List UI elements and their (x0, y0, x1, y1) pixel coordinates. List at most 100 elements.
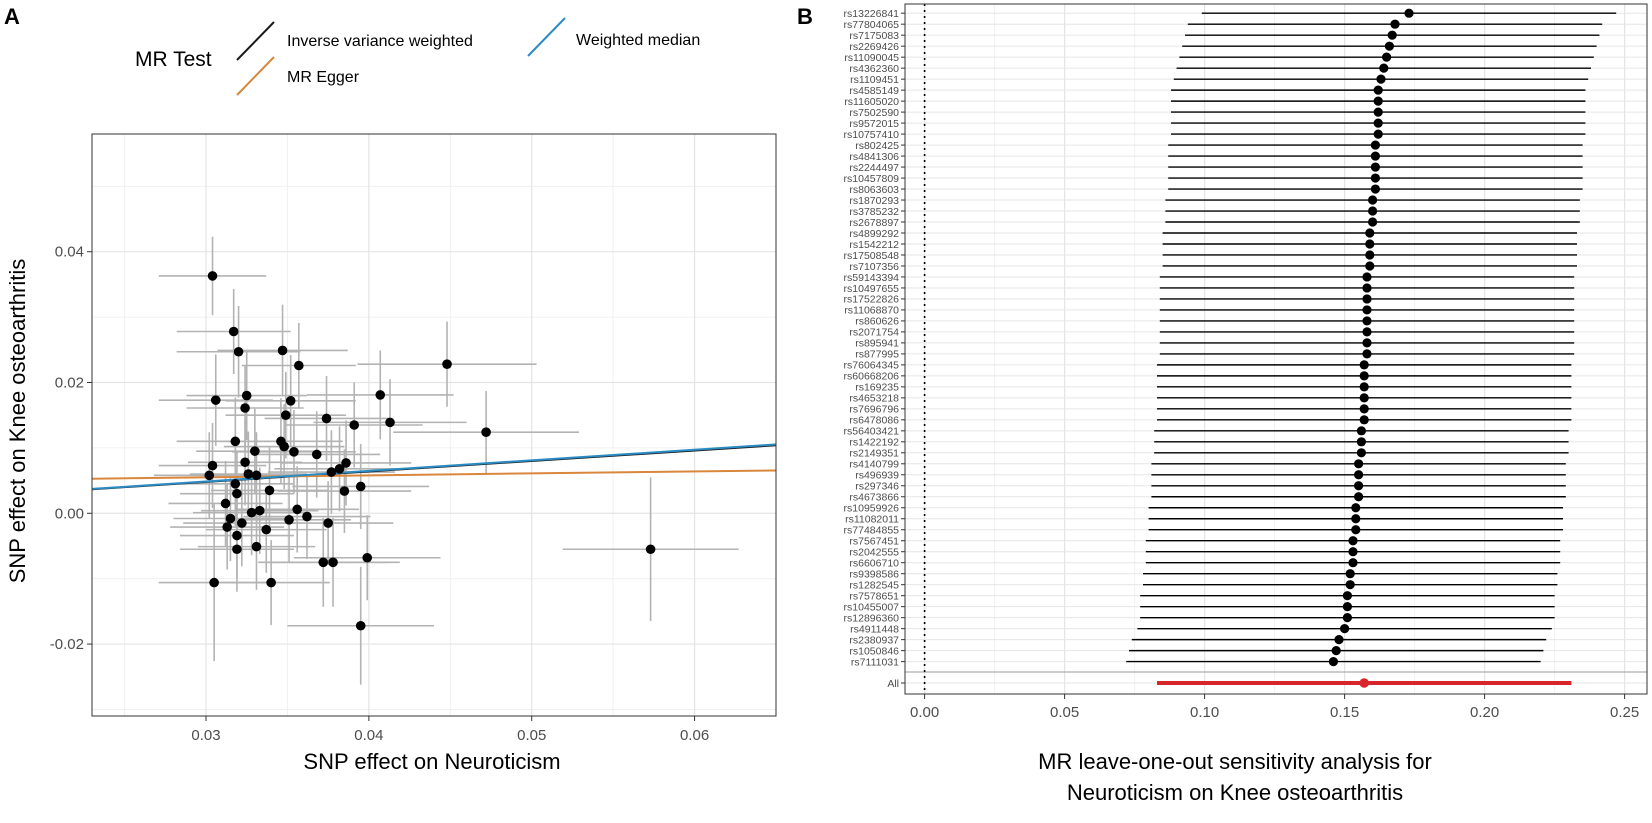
snp-label: rs10455007 (844, 601, 900, 613)
estimate-point (1370, 140, 1380, 150)
scatter-point (311, 449, 322, 460)
estimate-point (1342, 613, 1352, 623)
snp-label: rs2149351 (849, 448, 899, 460)
estimate-point (1345, 569, 1355, 579)
snp-label: rs1050846 (849, 645, 899, 657)
legend-key-ivw (236, 21, 275, 61)
estimate-point (1387, 30, 1397, 40)
estimate-point (1359, 415, 1369, 425)
snp-label: rs3785232 (849, 206, 899, 218)
estimate-point (1340, 624, 1350, 634)
x-tick-label: 0.03 (191, 727, 220, 744)
snp-label: rs1282545 (849, 579, 899, 591)
estimate-point (1331, 646, 1341, 656)
scatter-point (289, 447, 299, 457)
scatter-point (251, 470, 262, 481)
estimate-point (1351, 514, 1361, 524)
scatter-point (339, 486, 350, 496)
snp-label: rs7175083 (849, 30, 899, 42)
snp-label: rs2244497 (849, 162, 899, 174)
estimate-point (1345, 580, 1355, 590)
estimate-point (1370, 184, 1380, 194)
snp-label: rs2380937 (849, 634, 899, 646)
scatter-point (230, 479, 241, 489)
legend-label-ivw: Inverse variance weighted (287, 33, 473, 50)
x-tick-label: 0.25 (1610, 704, 1639, 721)
estimate-point (1348, 558, 1358, 568)
scatter-point (302, 511, 312, 522)
estimate-point (1370, 173, 1380, 183)
scatter-point (243, 469, 254, 479)
snp-label: rs10497655 (844, 283, 900, 295)
estimate-point (1384, 41, 1394, 51)
estimate-point (1365, 228, 1375, 238)
y-tick-label: -0.02 (50, 636, 84, 653)
scatter-point (240, 403, 250, 413)
scatter-point (222, 522, 232, 532)
snp-label: rs9398586 (849, 568, 899, 580)
snp-label: rs1109451 (850, 74, 899, 86)
snp-label: rs59143394 (844, 272, 900, 284)
estimate-point (1379, 63, 1389, 73)
estimate-point (1362, 338, 1372, 348)
estimate-point (1382, 52, 1392, 62)
estimate-point (1334, 635, 1344, 645)
estimate-point (1351, 525, 1361, 535)
snp-label: rs77484855 (844, 525, 900, 537)
estimate-point (1356, 426, 1366, 436)
estimate-point (1328, 657, 1338, 667)
snp-label: rs7502590 (849, 107, 899, 119)
scatter-point (318, 557, 329, 568)
scatter-point (232, 544, 242, 555)
snp-label: rs4585149 (849, 85, 899, 97)
estimate-point (1359, 393, 1369, 403)
scatter-point (285, 396, 296, 406)
snp-label: rs9572015 (849, 118, 899, 130)
panel-b-confidence-intervals (1126, 12, 1617, 685)
x-tick-label: 0.05 (1050, 704, 1079, 721)
x-tick-label: 0.00 (910, 704, 939, 721)
x-tick-label: 0.10 (1190, 704, 1219, 721)
scatter-point (481, 427, 491, 437)
estimate-point (1373, 118, 1383, 128)
snp-label: rs4841306 (849, 151, 899, 163)
panel-a-letter: A (4, 4, 20, 29)
scatter-point (294, 360, 304, 371)
estimate-point (1373, 107, 1383, 117)
estimate-point (1354, 481, 1364, 491)
snp-label: rs169235 (855, 382, 899, 394)
snp-label: rs4140799 (849, 459, 899, 471)
snp-label: rs10757410 (844, 129, 900, 141)
panel-b-x-axis-title-line-1: MR leave-one-out sensitivity analysis fo… (1038, 749, 1432, 774)
estimate-point (1348, 536, 1358, 546)
snp-label: rs802425 (855, 140, 899, 152)
scatter-point (264, 485, 275, 496)
snp-label: rs2269426 (849, 41, 899, 53)
legend-a: MR Test Inverse variance weighted MR Egg… (135, 17, 700, 96)
snp-label: rs77804065 (844, 19, 900, 31)
scatter-point (207, 271, 218, 281)
estimate-point (1368, 206, 1378, 216)
estimate-point (1362, 283, 1372, 293)
estimate-point (1365, 250, 1375, 260)
estimate-point (1404, 8, 1414, 18)
snp-label: rs10457809 (844, 173, 900, 185)
x-tick-label: 0.05 (517, 727, 546, 744)
snp-label: rs7107356 (849, 261, 899, 273)
snp-label: rs860626 (855, 316, 899, 328)
y-tick-label: 0.02 (55, 374, 84, 391)
estimate-point (1373, 129, 1383, 139)
snp-label: rs6478086 (849, 415, 899, 427)
legend-key-wm (527, 17, 566, 57)
scatter-point (241, 390, 252, 401)
estimate-point (1362, 327, 1372, 337)
scatter-point (232, 488, 242, 499)
scatter-point (284, 515, 294, 525)
snp-label: rs895941 (855, 338, 899, 350)
scatter-point (220, 498, 231, 509)
scatter-point (246, 507, 257, 518)
legend-label-wm: Weighted median (576, 32, 700, 49)
estimate-point (1362, 305, 1372, 315)
x-tick-label: 0.20 (1470, 704, 1499, 721)
snp-label: rs7578651 (849, 590, 899, 602)
